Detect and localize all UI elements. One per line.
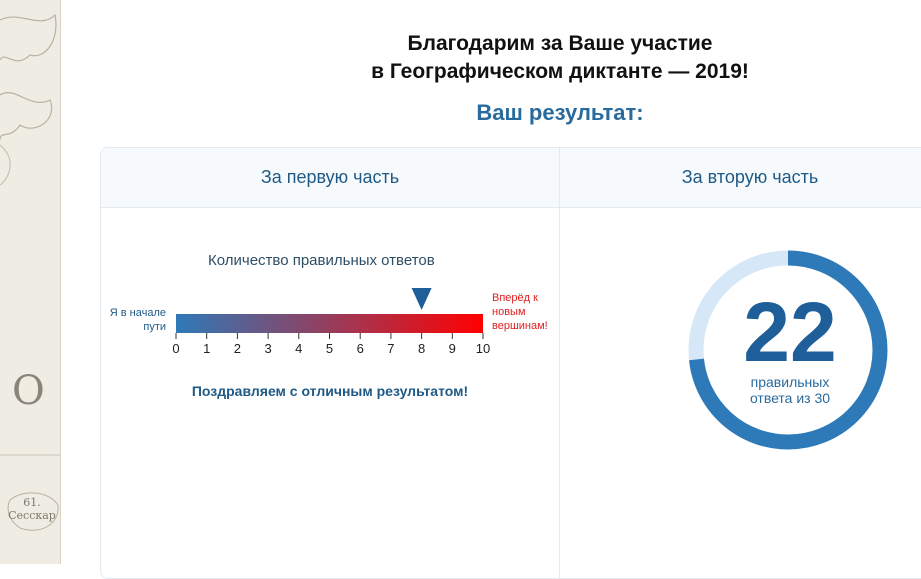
part2-score: 22 (743, 285, 837, 379)
results-card-header (101, 148, 921, 208)
score-donut (688, 250, 888, 450)
scale-tick-label: 10 (476, 341, 490, 356)
map-background: О 61. Сесскар (0, 0, 61, 564)
result-title: Ваш результат: (476, 100, 644, 125)
part1-title: За первую часть (260, 167, 400, 187)
donut-progress (688, 250, 888, 450)
part2-title: За вторую часть (681, 167, 819, 187)
thanks-line-2: в Географическом диктанте — 2019! (371, 60, 749, 83)
scale-tick-label: 8 (418, 341, 425, 356)
results-card: За первую часть За вторую часть (100, 147, 921, 579)
map-sheet-label: 61. Сесскар (8, 496, 56, 522)
scale-tick-label: 4 (295, 341, 302, 356)
scale-tick-label: 2 (234, 341, 241, 356)
map-contours (0, 13, 60, 531)
score-marker (411, 288, 432, 310)
count-label: Количество правильных ответов (208, 252, 435, 269)
scale-bar (176, 314, 483, 333)
score-scale: 0 1 2 3 4 5 6 7 8 9 10 (172, 288, 490, 356)
column-divider (559, 148, 560, 578)
scale-tick-label: 7 (387, 341, 394, 356)
scale-tick-label: 1 (203, 341, 210, 356)
thanks-heading: Благодарим за Ваше участие в Географичес… (300, 30, 820, 86)
scale-tick-label: 9 (449, 341, 456, 356)
scale-tick-label: 5 (326, 341, 333, 356)
scale-tick-label: 3 (264, 341, 271, 356)
scale-left-label: Я в начале пути (109, 307, 166, 333)
part2-caption: правильных ответа из 30 (749, 374, 831, 406)
map-letter: О (12, 368, 45, 414)
scale-tick-label: 6 (357, 341, 364, 356)
scale-tick-label: 0 (172, 341, 179, 356)
congrats-message: Поздравляем с отличным результатом! (191, 383, 469, 399)
scale-right-label: Вперёд к новым вершинам! (492, 292, 548, 332)
thanks-line-1: Благодарим за Ваше участие (407, 32, 713, 55)
